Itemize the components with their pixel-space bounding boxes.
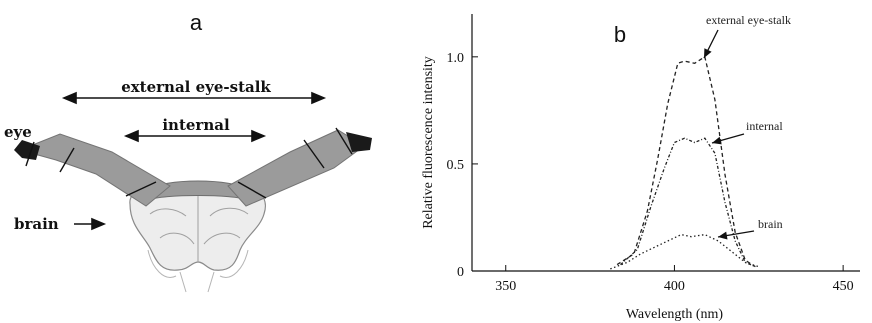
cut-line <box>335 127 353 155</box>
x-tick-label: 400 <box>664 279 685 294</box>
annotation-label: brain <box>758 217 783 231</box>
y-tick-label: 1.0 <box>447 51 465 66</box>
cut-line <box>125 181 157 197</box>
annotation-arrowhead <box>712 136 722 145</box>
panel-b-letter: b <box>614 22 626 47</box>
chart-axes: 0 0.5 1.0 350 400 450 <box>447 14 860 294</box>
annotation-arrowhead <box>704 48 712 58</box>
annotation-label: internal <box>746 119 783 133</box>
annotation-arrowhead <box>718 231 728 240</box>
brain-arrow-head <box>91 217 107 231</box>
x-tick-label: 450 <box>833 279 854 294</box>
external-arrow-head-left <box>61 91 77 105</box>
right-eye <box>346 132 372 152</box>
external-arrow-head-right <box>311 91 327 105</box>
series-line-1 <box>620 137 756 268</box>
series-line-2 <box>610 233 759 270</box>
dimension-arrows <box>61 91 327 231</box>
specimen-drawing <box>14 127 372 293</box>
chart-annotations: external eye-stalk internal brain <box>703 13 791 240</box>
y-tick-label: 0 <box>457 265 464 280</box>
cut-lines <box>25 127 353 199</box>
brain-detail <box>149 192 249 262</box>
left-eyestalk <box>18 133 171 207</box>
internal-arrow-head-right <box>251 129 267 143</box>
panel-b-chart: b Relative fluorescence intensity Wavele… <box>421 13 860 322</box>
external-eye-stalk-label: external eye-stalk <box>121 78 271 96</box>
y-tick-label: 0.5 <box>447 158 465 173</box>
cut-line <box>237 181 267 199</box>
eye-label: eye <box>4 123 32 141</box>
x-tick-label: 350 <box>495 279 516 294</box>
annotation-label: external eye-stalk <box>706 13 791 27</box>
cut-line <box>25 141 35 167</box>
panel-a-letter: a <box>190 10 203 35</box>
brain-label: brain <box>14 215 59 233</box>
brain-lower-lobes <box>147 249 249 293</box>
cut-line <box>59 147 75 173</box>
left-eye <box>14 140 40 160</box>
panel-a: a <box>4 10 372 293</box>
series-line-0 <box>616 55 756 268</box>
x-axis-label: Wavelength (nm) <box>626 307 724 322</box>
cut-line <box>303 139 325 169</box>
chart-series <box>610 55 759 270</box>
internal-label: internal <box>162 116 230 134</box>
internal-arrow-head-left <box>123 129 139 143</box>
y-axis-label: Relative fluorescence intensity <box>421 56 436 229</box>
